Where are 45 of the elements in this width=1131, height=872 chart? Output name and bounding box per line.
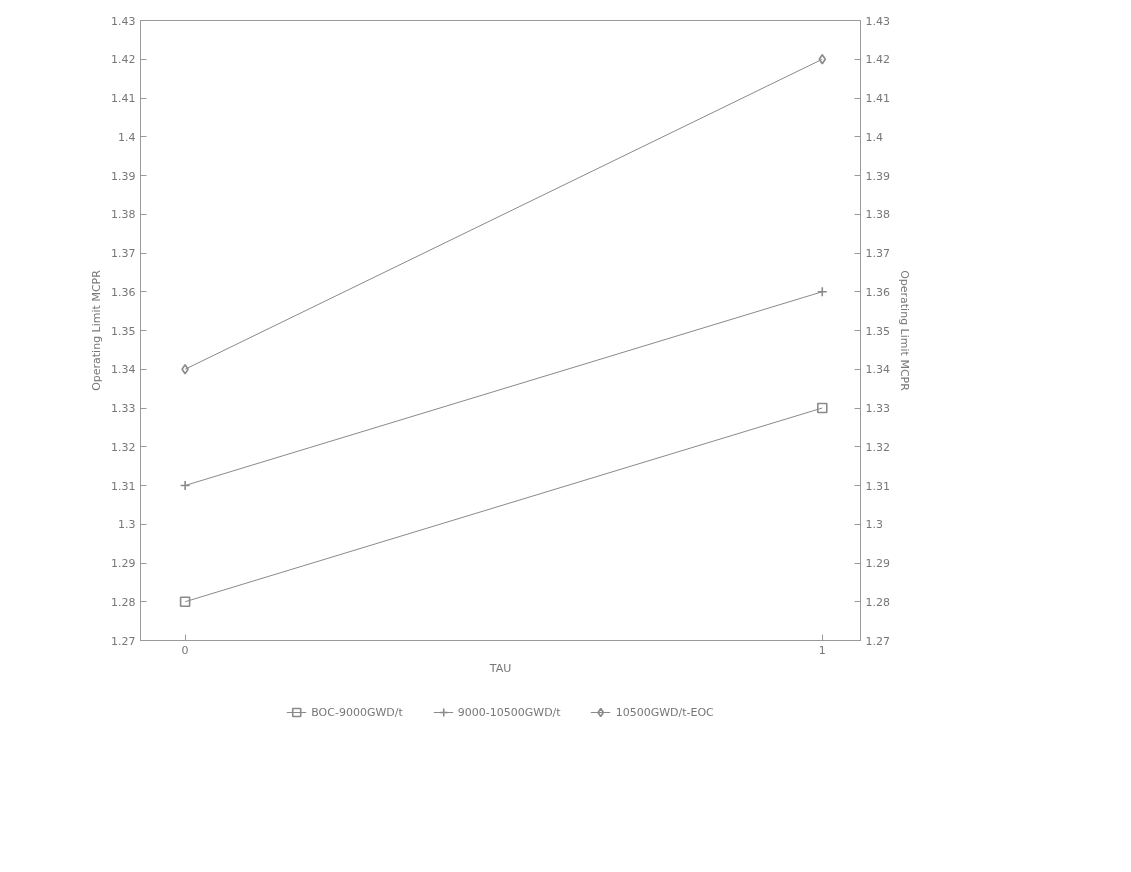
y2-tick-label: 1.29 <box>865 557 890 570</box>
y2-tick-label: 1.34 <box>865 363 890 377</box>
y2-tick-label: 1.27 <box>865 634 890 648</box>
y2-tick-label: 1.41 <box>865 92 890 105</box>
y-tick-label: 1.32 <box>111 440 136 454</box>
x-tick-label: 0 <box>181 643 189 657</box>
x-axis-title: TAU <box>488 661 512 675</box>
y2-axis-title: Operating Limit MCPR <box>897 270 911 392</box>
y2-tick-label: 1.36 <box>865 285 890 299</box>
y-tick-label: 1.28 <box>111 595 136 609</box>
y2-tick-label: 1.35 <box>865 324 890 338</box>
y-tick-label: 1.36 <box>111 285 136 299</box>
point <box>816 402 828 414</box>
legend-label: 10500GWD/t-EOC <box>615 705 714 719</box>
y-tick-label: 1.4 <box>118 130 136 144</box>
y-tick-label: 1.27 <box>111 634 136 648</box>
x-tick-label: 1 <box>818 643 826 657</box>
y-tick-label: 1.39 <box>111 169 136 183</box>
y2-tick-label: 1.43 <box>865 14 890 28</box>
y2-tick-label: 1.39 <box>865 169 890 183</box>
y2-tick-label: 1.3 <box>865 518 883 532</box>
y-tick-label: 1.33 <box>111 402 136 415</box>
y-tick-label: 1.42 <box>111 53 136 67</box>
y-axis-title: Operating Limit MCPR <box>90 269 104 391</box>
y-tick-label: 1.31 <box>111 479 136 493</box>
point <box>818 53 827 65</box>
y-tick-label: 1.29 <box>111 557 136 570</box>
legend-label: BOC-9000GWD/t <box>311 705 403 719</box>
y2-tick-label: 1.42 <box>865 53 890 67</box>
y2-tick-label: 1.38 <box>865 208 890 222</box>
y-tick-label: 1.35 <box>111 324 136 338</box>
y2-tick-label: 1.4 <box>865 130 883 144</box>
y2-tick-label: 1.31 <box>865 479 890 493</box>
point <box>179 596 191 608</box>
y-tick-label: 1.3 <box>118 518 136 532</box>
y-tick-label: 1.34 <box>111 363 136 377</box>
y-tick-label: 1.43 <box>111 14 136 28</box>
y-tick-label: 1.37 <box>111 247 136 260</box>
y2-tick-label: 1.33 <box>865 402 890 415</box>
y2-tick-label: 1.28 <box>865 595 890 609</box>
y2-tick-label: 1.32 <box>865 440 890 454</box>
y-tick-label: 1.38 <box>111 208 136 222</box>
y2-tick-label: 1.37 <box>865 247 890 260</box>
y-tick-label: 1.41 <box>111 92 136 105</box>
legend-label: 9000-10500GWD/t <box>457 705 561 719</box>
